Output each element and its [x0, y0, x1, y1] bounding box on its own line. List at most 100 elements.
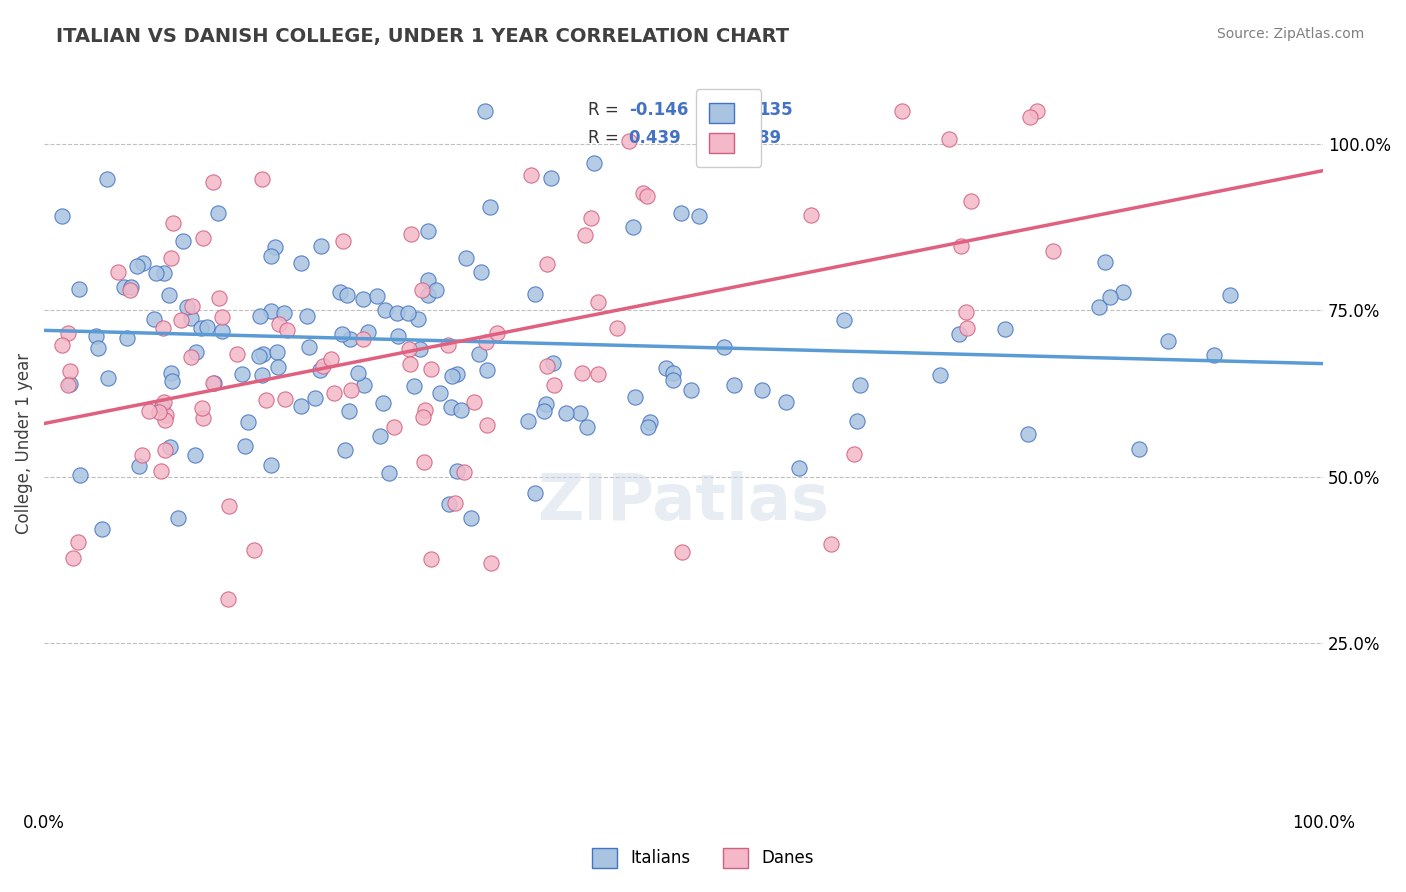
Point — [339, 384, 361, 398]
Point — [399, 357, 422, 371]
Point — [226, 347, 249, 361]
Point — [437, 497, 460, 511]
Point — [1042, 244, 1064, 258]
Point — [162, 216, 184, 230]
Point — [534, 397, 557, 411]
Point — [260, 249, 283, 263]
Point — [533, 404, 555, 418]
Point — [470, 265, 492, 279]
Text: ITALIAN VS DANISH COLLEGE, UNDER 1 YEAR CORRELATION CHART: ITALIAN VS DANISH COLLEGE, UNDER 1 YEAR … — [56, 27, 789, 45]
Point — [416, 288, 439, 302]
Point — [723, 378, 745, 392]
Point — [468, 347, 491, 361]
Point — [406, 312, 429, 326]
Point — [120, 279, 142, 293]
Point — [142, 311, 165, 326]
Point — [481, 556, 503, 570]
Point — [474, 335, 496, 350]
Point — [201, 175, 224, 189]
Point — [148, 404, 170, 418]
Point — [891, 103, 914, 118]
Point — [832, 312, 855, 326]
Point — [420, 362, 443, 376]
Point — [91, 522, 114, 536]
Point — [250, 172, 273, 186]
Point — [446, 367, 468, 381]
Point — [637, 419, 659, 434]
Point — [67, 282, 90, 296]
Point — [127, 259, 149, 273]
Point — [208, 291, 231, 305]
Point — [207, 206, 229, 220]
Point — [252, 346, 274, 360]
Point — [202, 376, 225, 390]
Point — [260, 458, 283, 472]
Point — [787, 461, 810, 475]
Point — [339, 332, 361, 346]
Point — [1204, 348, 1226, 362]
Point — [463, 394, 485, 409]
Point — [346, 366, 368, 380]
Point — [132, 255, 155, 269]
Point — [387, 306, 409, 320]
Point — [688, 209, 710, 223]
Point — [201, 376, 224, 390]
Point — [669, 206, 692, 220]
Point — [554, 406, 576, 420]
Point — [378, 466, 401, 480]
Point — [267, 360, 290, 375]
Point — [117, 331, 139, 345]
Point — [671, 544, 693, 558]
Point — [1019, 110, 1042, 124]
Text: R =: R = — [588, 128, 624, 146]
Point — [374, 302, 396, 317]
Point — [243, 542, 266, 557]
Point — [159, 440, 181, 454]
Point — [236, 415, 259, 429]
Point — [844, 447, 866, 461]
Point — [172, 234, 194, 248]
Point — [118, 283, 141, 297]
Point — [396, 306, 419, 320]
Point — [631, 186, 654, 200]
Point — [662, 366, 685, 380]
Text: 0.439: 0.439 — [628, 128, 682, 146]
Point — [775, 394, 797, 409]
Point — [290, 399, 312, 413]
Text: ZIPatlas: ZIPatlas — [537, 471, 830, 533]
Point — [751, 383, 773, 397]
Point — [153, 266, 176, 280]
Point — [368, 429, 391, 443]
Point — [191, 411, 214, 425]
Point — [408, 342, 430, 356]
Point — [420, 552, 443, 566]
Point — [713, 340, 735, 354]
Point — [416, 224, 439, 238]
Point — [475, 417, 498, 432]
Text: 135: 135 — [758, 101, 793, 119]
Text: N =: N = — [720, 101, 756, 119]
Point — [440, 369, 463, 384]
Point — [623, 390, 645, 404]
Point — [576, 420, 599, 434]
Point — [87, 341, 110, 355]
Point — [321, 352, 343, 367]
Point — [180, 351, 202, 365]
Point — [412, 455, 434, 469]
Point — [621, 220, 644, 235]
Point — [250, 368, 273, 382]
Point — [581, 211, 603, 225]
Point — [159, 288, 181, 302]
Point — [160, 251, 183, 265]
Point — [1219, 288, 1241, 302]
Point — [475, 363, 498, 377]
Point — [153, 442, 176, 457]
Point — [994, 321, 1017, 335]
Point — [269, 318, 291, 332]
Point — [231, 367, 253, 381]
Point — [352, 292, 374, 306]
Point — [373, 396, 395, 410]
Point — [160, 374, 183, 388]
Point — [474, 103, 496, 118]
Text: Source: ZipAtlas.com: Source: ZipAtlas.com — [1216, 27, 1364, 41]
